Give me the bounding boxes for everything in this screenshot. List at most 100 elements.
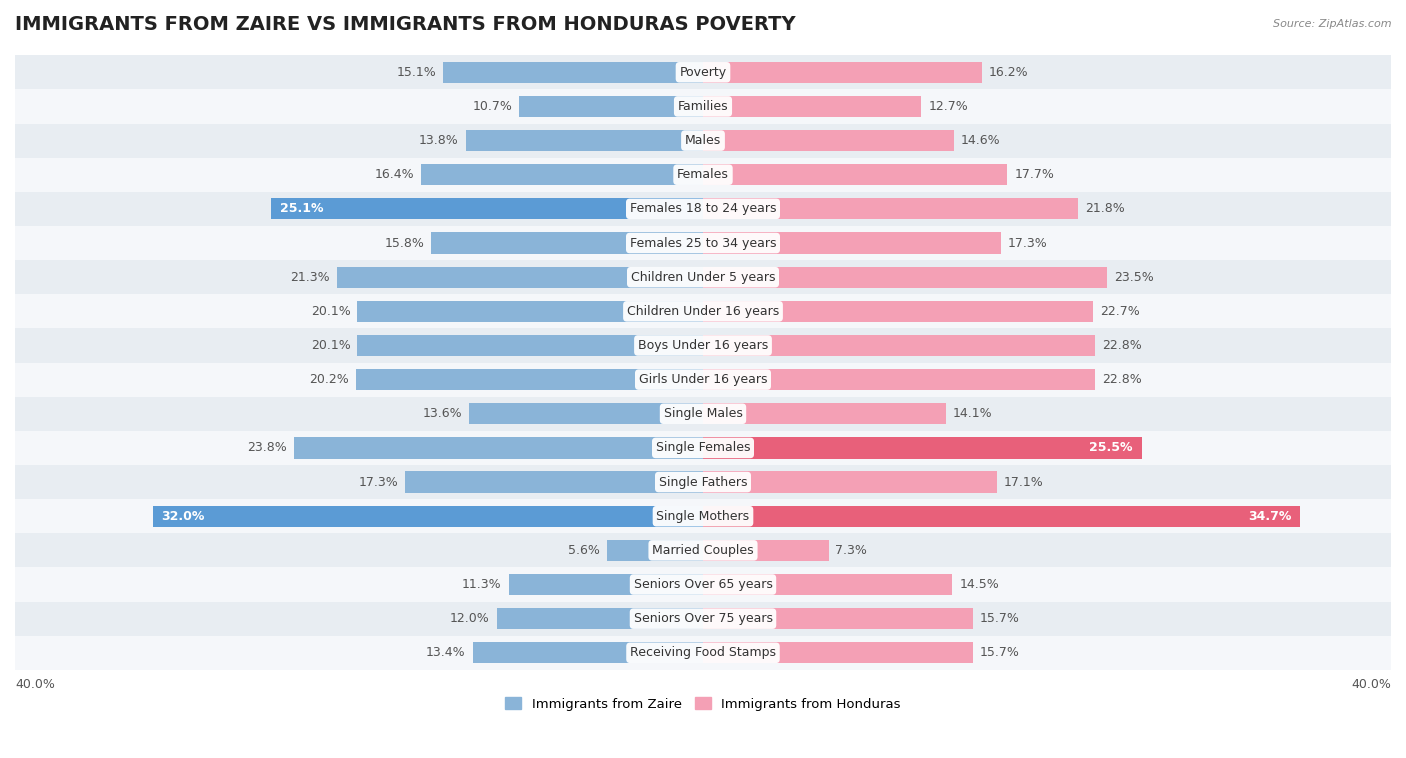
Text: 15.7%: 15.7% <box>980 612 1019 625</box>
Bar <box>703 61 981 83</box>
Text: 14.6%: 14.6% <box>960 134 1001 147</box>
Text: 10.7%: 10.7% <box>472 100 512 113</box>
Text: 15.8%: 15.8% <box>384 236 425 249</box>
Bar <box>15 431 1391 465</box>
Bar <box>703 506 1299 527</box>
Text: 21.8%: 21.8% <box>1085 202 1125 215</box>
Bar <box>15 158 1391 192</box>
Bar <box>356 369 703 390</box>
Text: 13.4%: 13.4% <box>426 647 465 659</box>
Text: Single Males: Single Males <box>664 407 742 420</box>
Bar <box>15 568 1391 602</box>
Bar <box>703 130 955 151</box>
Bar <box>153 506 703 527</box>
Bar <box>703 540 828 561</box>
Text: 17.3%: 17.3% <box>1008 236 1047 249</box>
Bar <box>15 226 1391 260</box>
Bar <box>15 294 1391 328</box>
Text: Females 18 to 24 years: Females 18 to 24 years <box>630 202 776 215</box>
Bar <box>15 362 1391 396</box>
Text: 20.2%: 20.2% <box>309 373 349 386</box>
Text: Seniors Over 75 years: Seniors Over 75 years <box>634 612 772 625</box>
Bar <box>703 471 997 493</box>
Text: 5.6%: 5.6% <box>568 543 600 557</box>
Text: Poverty: Poverty <box>679 66 727 79</box>
Bar <box>703 335 1095 356</box>
Bar <box>519 96 703 117</box>
Text: 17.7%: 17.7% <box>1014 168 1054 181</box>
Text: 15.1%: 15.1% <box>396 66 436 79</box>
Bar <box>15 396 1391 431</box>
Text: Boys Under 16 years: Boys Under 16 years <box>638 339 768 352</box>
Bar <box>703 369 1095 390</box>
Text: 25.1%: 25.1% <box>280 202 323 215</box>
Text: 16.4%: 16.4% <box>374 168 413 181</box>
Bar <box>703 233 1001 254</box>
Text: Source: ZipAtlas.com: Source: ZipAtlas.com <box>1274 19 1392 29</box>
Text: IMMIGRANTS FROM ZAIRE VS IMMIGRANTS FROM HONDURAS POVERTY: IMMIGRANTS FROM ZAIRE VS IMMIGRANTS FROM… <box>15 15 796 34</box>
Text: Females 25 to 34 years: Females 25 to 34 years <box>630 236 776 249</box>
Bar <box>509 574 703 595</box>
Bar <box>15 124 1391 158</box>
Bar <box>472 642 703 663</box>
Bar <box>703 267 1107 288</box>
Text: 12.7%: 12.7% <box>928 100 969 113</box>
Bar <box>606 540 703 561</box>
Text: Girls Under 16 years: Girls Under 16 years <box>638 373 768 386</box>
Bar <box>470 403 703 424</box>
Bar <box>432 233 703 254</box>
Text: Seniors Over 65 years: Seniors Over 65 years <box>634 578 772 591</box>
Bar <box>336 267 703 288</box>
Bar <box>496 608 703 629</box>
Text: 12.0%: 12.0% <box>450 612 489 625</box>
Text: 40.0%: 40.0% <box>1351 678 1391 691</box>
Text: Single Fathers: Single Fathers <box>659 475 747 489</box>
Text: 32.0%: 32.0% <box>162 509 205 523</box>
Bar <box>357 301 703 322</box>
Text: Children Under 5 years: Children Under 5 years <box>631 271 775 283</box>
Bar <box>703 164 1008 185</box>
Bar <box>465 130 703 151</box>
Bar <box>703 437 1142 459</box>
Bar <box>703 96 921 117</box>
Bar <box>15 465 1391 499</box>
Text: Males: Males <box>685 134 721 147</box>
Text: 11.3%: 11.3% <box>463 578 502 591</box>
Text: 20.1%: 20.1% <box>311 339 350 352</box>
Bar <box>15 55 1391 89</box>
Text: Single Mothers: Single Mothers <box>657 509 749 523</box>
Bar <box>15 602 1391 636</box>
Text: Families: Families <box>678 100 728 113</box>
Text: Females: Females <box>678 168 728 181</box>
Bar <box>15 260 1391 294</box>
Text: 15.7%: 15.7% <box>980 647 1019 659</box>
Legend: Immigrants from Zaire, Immigrants from Honduras: Immigrants from Zaire, Immigrants from H… <box>501 692 905 716</box>
Text: 22.8%: 22.8% <box>1102 373 1142 386</box>
Text: Married Couples: Married Couples <box>652 543 754 557</box>
Bar <box>15 192 1391 226</box>
Text: 14.1%: 14.1% <box>952 407 993 420</box>
Text: 13.8%: 13.8% <box>419 134 458 147</box>
Bar <box>703 199 1078 220</box>
Text: Single Females: Single Females <box>655 441 751 454</box>
Text: 7.3%: 7.3% <box>835 543 868 557</box>
Text: 34.7%: 34.7% <box>1249 509 1291 523</box>
Text: 25.5%: 25.5% <box>1090 441 1133 454</box>
Text: 40.0%: 40.0% <box>15 678 55 691</box>
Bar <box>15 499 1391 534</box>
Bar <box>703 301 1094 322</box>
Bar <box>703 608 973 629</box>
Bar <box>15 89 1391 124</box>
Text: 21.3%: 21.3% <box>290 271 330 283</box>
Bar <box>357 335 703 356</box>
Bar <box>443 61 703 83</box>
Text: 16.2%: 16.2% <box>988 66 1028 79</box>
Text: 23.5%: 23.5% <box>1114 271 1154 283</box>
Bar <box>15 328 1391 362</box>
Bar <box>703 574 952 595</box>
Text: 14.5%: 14.5% <box>959 578 1000 591</box>
Text: Receiving Food Stamps: Receiving Food Stamps <box>630 647 776 659</box>
Text: 17.3%: 17.3% <box>359 475 398 489</box>
Text: 20.1%: 20.1% <box>311 305 350 318</box>
Bar <box>703 403 945 424</box>
